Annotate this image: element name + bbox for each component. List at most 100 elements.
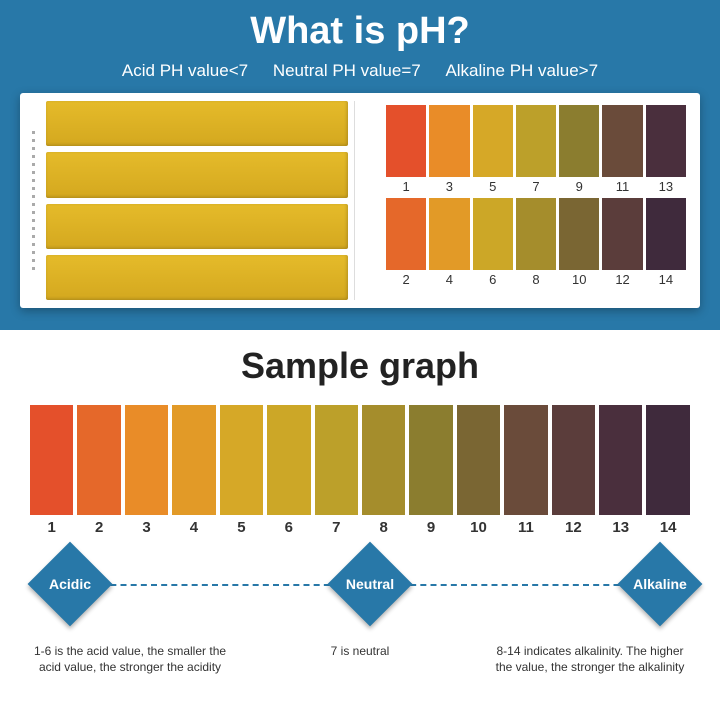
footer-descriptions: 1-6 is the acid value, the smaller the a… — [30, 644, 690, 675]
sample-color-row: 1234567891011121314 — [30, 405, 690, 536]
swatch-cell: 1 — [386, 105, 426, 194]
swatch-color — [602, 198, 642, 270]
swatch-cell: 5 — [473, 105, 513, 194]
sample-label: 8 — [379, 519, 387, 536]
sample-cell: 9 — [409, 405, 452, 536]
sample-color — [646, 405, 689, 515]
swatch-cell: 11 — [602, 105, 642, 194]
ph-booklet: 1357911132468101214 — [20, 93, 700, 308]
diamond-label: Alkaline — [620, 576, 700, 592]
sample-label: 1 — [48, 519, 56, 536]
sub-neutral: Neutral PH value=7 — [273, 61, 421, 80]
swatch-cell: 7 — [516, 105, 556, 194]
test-strip — [46, 255, 348, 300]
dotted-connector — [90, 584, 340, 586]
sample-cell: 14 — [646, 405, 689, 536]
swatch-label: 11 — [616, 179, 630, 194]
sample-label: 10 — [470, 519, 487, 536]
sample-color — [457, 405, 500, 515]
sample-cell: 2 — [77, 405, 120, 536]
swatch-color — [559, 198, 599, 270]
swatch-cell: 4 — [429, 198, 469, 287]
sample-color — [77, 405, 120, 515]
test-strips-panel — [28, 101, 348, 300]
test-strip — [46, 152, 348, 197]
swatch-cell: 9 — [559, 105, 599, 194]
sample-color — [504, 405, 547, 515]
swatch-color — [602, 105, 642, 177]
swatch-color — [516, 198, 556, 270]
swatch-label: 1 — [403, 179, 410, 194]
swatch-color — [559, 105, 599, 177]
swatch-cell: 6 — [473, 198, 513, 287]
sub-alkaline: Alkaline PH value>7 — [445, 61, 598, 80]
footer-acidic: 1-6 is the acid value, the smaller the a… — [30, 644, 230, 675]
subtitle-line: Acid PH value<7 Neutral PH value=7 Alkal… — [20, 61, 700, 81]
sample-cell: 8 — [362, 405, 405, 536]
swatch-cell: 10 — [559, 198, 599, 287]
footer-neutral: 7 is neutral — [260, 644, 460, 675]
sample-label: 6 — [285, 519, 293, 536]
sample-cell: 4 — [172, 405, 215, 536]
test-strip — [46, 101, 348, 146]
swatch-color — [473, 105, 513, 177]
sample-label: 11 — [518, 519, 534, 536]
swatch-color — [516, 105, 556, 177]
sample-color — [220, 405, 263, 515]
sample-label: 9 — [427, 519, 435, 536]
sample-cell: 5 — [220, 405, 263, 536]
swatch-color — [646, 105, 686, 177]
diamond-label: Acidic — [30, 576, 110, 592]
swatch-color — [429, 105, 469, 177]
swatch-label: 10 — [572, 272, 586, 287]
swatch-label: 5 — [489, 179, 496, 194]
sample-color — [552, 405, 595, 515]
swatch-cell: 12 — [602, 198, 642, 287]
swatch-label: 13 — [659, 179, 673, 194]
sample-color — [267, 405, 310, 515]
swatch-row: 135791113 — [386, 105, 686, 194]
sample-color — [172, 405, 215, 515]
sample-label: 13 — [612, 519, 629, 536]
sample-cell: 12 — [552, 405, 595, 536]
swatch-label: 8 — [532, 272, 539, 287]
main-title: What is pH? — [20, 10, 700, 53]
sample-label: 2 — [95, 519, 103, 536]
sample-label: 4 — [190, 519, 198, 536]
booklet-fold — [354, 101, 374, 300]
sample-color — [599, 405, 642, 515]
swatch-label: 14 — [659, 272, 673, 287]
bottom-section: Sample graph 1234567891011121314 Acidic … — [0, 330, 720, 720]
swatch-label: 2 — [403, 272, 410, 287]
swatch-color — [386, 105, 426, 177]
top-section: What is pH? Acid PH value<7 Neutral PH v… — [0, 0, 720, 330]
swatch-cell: 3 — [429, 105, 469, 194]
sub-acid: Acid PH value<7 — [122, 61, 248, 80]
sample-color — [409, 405, 452, 515]
color-chart-panel: 1357911132468101214 — [380, 101, 692, 300]
dotted-connector — [400, 584, 650, 586]
sample-color — [362, 405, 405, 515]
swatch-label: 9 — [576, 179, 583, 194]
swatch-label: 7 — [532, 179, 539, 194]
swatch-color — [429, 198, 469, 270]
diamond-alkaline: Alkaline — [618, 542, 703, 627]
sample-label: 14 — [660, 519, 677, 536]
diamond-neutral: Neutral — [328, 542, 413, 627]
sample-label: 12 — [565, 519, 582, 536]
swatch-color — [646, 198, 686, 270]
swatch-cell: 2 — [386, 198, 426, 287]
sample-color — [30, 405, 73, 515]
swatch-label: 4 — [446, 272, 453, 287]
sample-label: 3 — [142, 519, 150, 536]
swatch-cell: 8 — [516, 198, 556, 287]
diamond-label: Neutral — [330, 576, 410, 592]
swatch-label: 3 — [446, 179, 453, 194]
sample-color — [125, 405, 168, 515]
swatch-cell: 13 — [646, 105, 686, 194]
sample-title: Sample graph — [20, 345, 700, 387]
category-diamonds: Acidic Neutral Alkaline — [30, 554, 690, 644]
sample-label: 7 — [332, 519, 340, 536]
swatch-cell: 14 — [646, 198, 686, 287]
swatch-color — [386, 198, 426, 270]
